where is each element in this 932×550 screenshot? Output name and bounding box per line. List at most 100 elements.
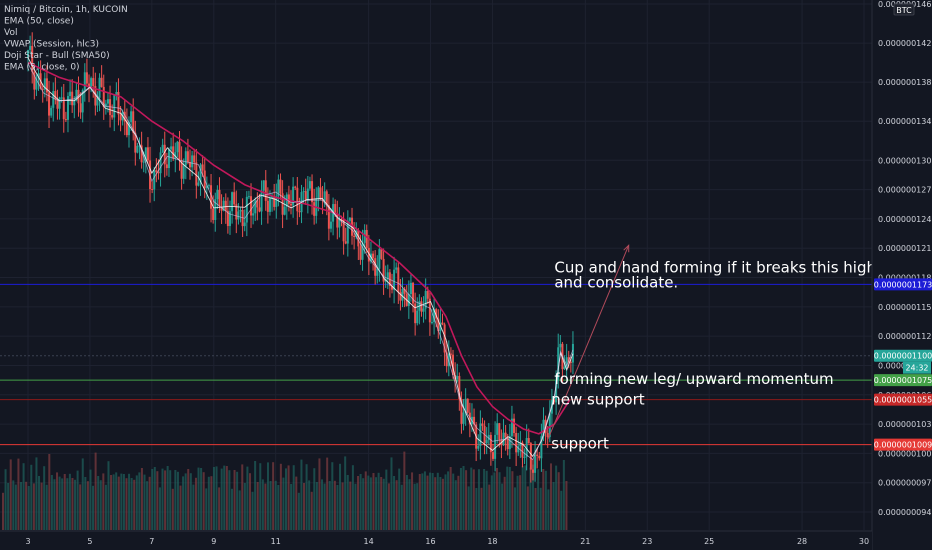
volume-bar [429, 472, 432, 530]
candle-body [245, 196, 248, 223]
candle-body [228, 211, 231, 227]
volume-bar [364, 471, 367, 530]
candle-body [81, 89, 84, 113]
volume-bar [135, 475, 138, 530]
candle-body [348, 217, 351, 221]
ema50-line [27, 61, 571, 435]
candle-body [58, 97, 61, 109]
volume-bar [521, 466, 524, 530]
volume-bar [467, 486, 470, 530]
price-tick-label: 0.0000001210 [878, 244, 932, 253]
volume-bar [277, 485, 280, 530]
candle-body [186, 151, 189, 163]
candle-body [31, 45, 34, 72]
volume-bar [418, 474, 421, 530]
volume-bar [45, 484, 48, 530]
volume-bar [66, 478, 69, 530]
candle-body [365, 229, 368, 248]
candle-body [342, 219, 345, 242]
candle-body [441, 322, 444, 325]
candle-body [252, 213, 255, 216]
annotation-3: new support [551, 391, 644, 409]
countdown-tag [903, 361, 931, 374]
candle-body [433, 309, 436, 323]
volume-bar [295, 476, 298, 530]
candle-body [311, 181, 314, 203]
volume-bar [17, 458, 20, 530]
price-axis: 0.00000014600.00000014200.00000013800.00… [871, 0, 932, 550]
volume-bar [421, 473, 424, 530]
candle-body [306, 188, 309, 200]
volume-bar [56, 472, 59, 530]
volume-bar [192, 484, 195, 530]
volume-bar [97, 476, 100, 530]
candle-body [264, 180, 267, 201]
volume-bar [169, 470, 172, 530]
candle-body [155, 170, 158, 173]
time-tick-label: 28 [797, 537, 807, 546]
volume-bar [346, 475, 349, 530]
volume-bar [107, 461, 110, 530]
candle-body [395, 267, 398, 270]
candle-body [521, 442, 524, 458]
candle-body [197, 182, 200, 186]
candle-body [502, 432, 505, 446]
volume-bar [349, 481, 352, 530]
candle-body [329, 221, 332, 229]
dark-red-level-tag [874, 393, 932, 406]
volume-bar [2, 492, 4, 530]
volume-bar [313, 468, 316, 530]
candle-body [176, 141, 179, 153]
volume-bar [375, 477, 378, 530]
candle-body [69, 91, 72, 97]
candle-body [174, 152, 177, 159]
volume-bar [223, 465, 226, 530]
candle-body [302, 191, 305, 193]
candle-body [119, 114, 122, 121]
candle-body [466, 398, 469, 413]
volume-bar [86, 481, 89, 530]
volume-bar [256, 482, 259, 530]
annotation-4: support [551, 435, 609, 453]
volume-bar [331, 462, 334, 530]
volume-bar [470, 467, 473, 530]
volume-bar [495, 468, 498, 530]
candle-body [182, 165, 185, 179]
price-tick-label: 0.0000001180 [878, 274, 932, 283]
volume-bar [534, 488, 537, 530]
currency-badge[interactable] [893, 3, 915, 16]
volume-bar [539, 487, 542, 530]
volume-bar [251, 491, 254, 530]
volume-bar [215, 466, 218, 530]
candle-body [231, 192, 234, 212]
volume-bar [254, 461, 257, 530]
current-price-tag [874, 349, 932, 362]
volume-bar [408, 479, 411, 530]
volume-bar [547, 489, 550, 530]
candle-body [136, 145, 139, 153]
candle-body [292, 186, 295, 206]
candle-body [144, 147, 147, 162]
volume-bar [32, 483, 35, 530]
candle-body [386, 272, 389, 280]
candle-body [538, 456, 541, 459]
legend-line-1: EMA (50, close) [4, 17, 74, 27]
candle-body [184, 151, 187, 166]
volume-bar [71, 478, 74, 530]
candle-body [569, 361, 572, 363]
candle-body [96, 97, 99, 106]
volume-bar [372, 473, 375, 530]
candle-body [571, 343, 574, 363]
volume-bar [516, 475, 519, 530]
candle-body [287, 194, 290, 204]
volume-bar [390, 457, 393, 530]
volume-bar [120, 473, 123, 530]
candle-body [123, 111, 126, 122]
candle-body [27, 49, 29, 58]
resistance-blue-tag [874, 278, 932, 291]
vwap-line [27, 57, 574, 458]
candle-body [449, 353, 452, 355]
volume-bar [166, 466, 169, 530]
